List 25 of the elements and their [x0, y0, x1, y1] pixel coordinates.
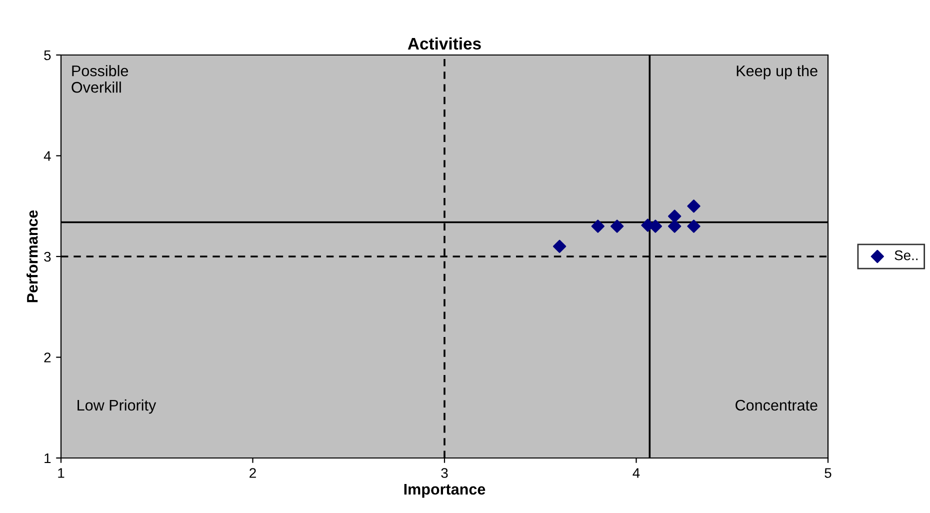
legend-label: Se..	[894, 250, 918, 260]
x-tick-label: 3	[441, 468, 448, 478]
x-axis-title: Importance	[404, 484, 486, 498]
point	[668, 210, 682, 223]
point	[610, 220, 624, 233]
annotation: Possible Overkill	[72, 65, 128, 93]
point	[687, 220, 700, 233]
annotation: Low Priority	[78, 399, 156, 414]
x-tick-label: 4	[632, 468, 640, 478]
y-tick-label: 2	[44, 352, 51, 362]
y-tick-label: 5	[44, 50, 51, 60]
x-tick-label: 5	[824, 468, 832, 478]
y-tick-label: 1	[44, 453, 51, 464]
y-tick-label: 4	[44, 151, 51, 161]
x-tick-label: 2	[250, 468, 256, 478]
point	[668, 220, 682, 233]
point	[591, 220, 604, 233]
point	[552, 240, 566, 254]
y-tick-label: 3	[44, 252, 51, 262]
annotation: Concentrate	[736, 400, 818, 411]
point	[687, 200, 700, 213]
y-axis-title: Performance	[26, 210, 38, 302]
x-tick-label: 1	[58, 468, 64, 478]
chart-title: Activities	[408, 37, 481, 50]
annotation: Keep up the	[736, 65, 818, 80]
